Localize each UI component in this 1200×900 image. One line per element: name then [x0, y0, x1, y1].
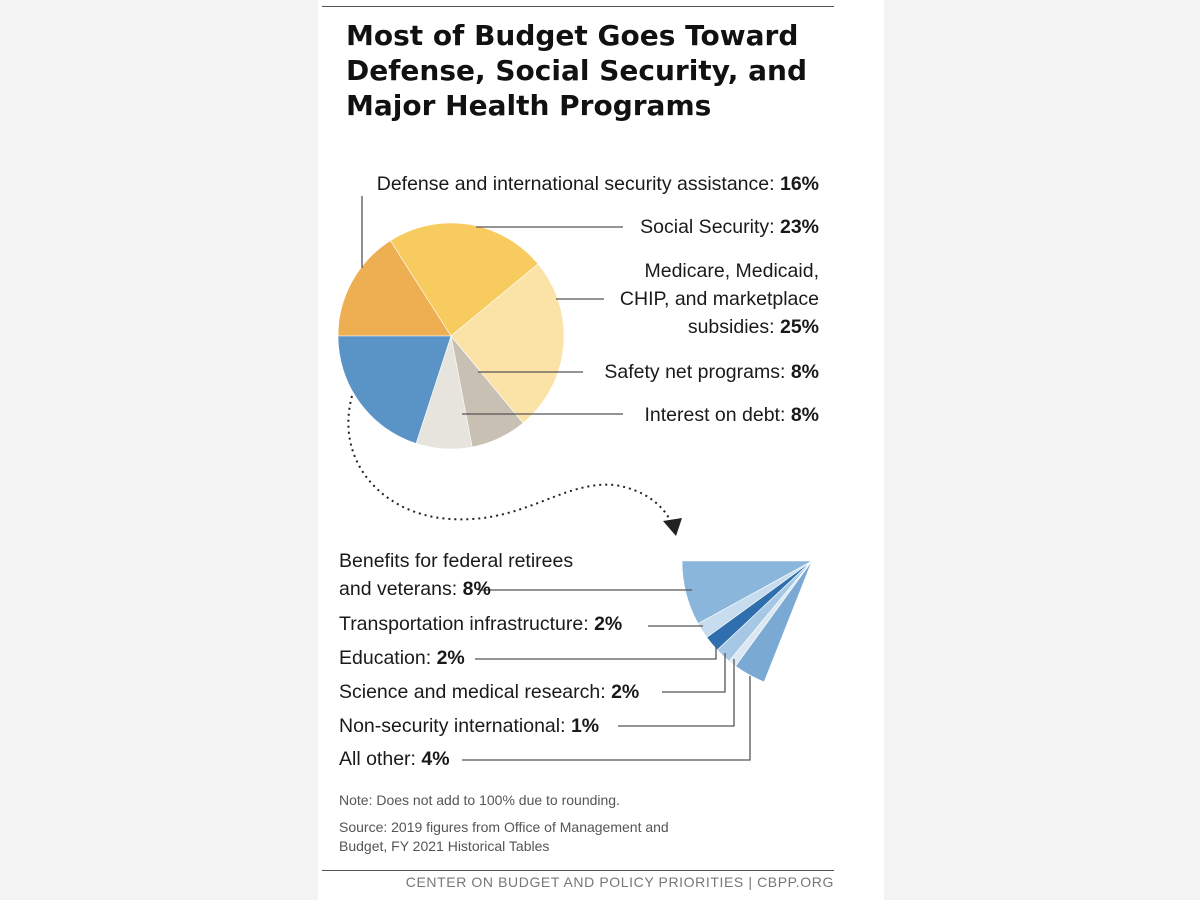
source-line-1: Source: 2019 figures from Office of Mana…	[339, 819, 669, 835]
top-rule	[322, 6, 834, 7]
label-interest: Interest on debt: 8%	[644, 404, 819, 426]
label-retirees: Benefits for federal retirees and vetera…	[339, 550, 574, 600]
label-science: Science and medical research: 2%	[339, 681, 640, 703]
note-text: Note: Does not add to 100% due to roundi…	[339, 792, 620, 808]
pie-slice-medicare-medicaid	[450, 263, 565, 424]
label-non-security: Non-security international: 1%	[339, 715, 600, 737]
source-line-2: Budget, FY 2021 Historical Tables	[339, 838, 550, 854]
label-education: Education: 2%	[339, 647, 465, 669]
label-social-security: Social Security: 23%	[640, 216, 819, 238]
label-defense: Defense and international security assis…	[376, 173, 819, 195]
label-transportation: Transportation infrastructure: 2%	[339, 613, 623, 635]
leader-science	[662, 653, 726, 693]
leader-non-security	[618, 659, 735, 727]
label-health: Medicare, Medicaid, CHIP, and marketplac…	[619, 260, 819, 338]
dotted-arrow-path	[347, 395, 671, 521]
label-safety-net: Safety net programs: 8%	[604, 361, 819, 383]
detail-slice-all-other	[735, 560, 813, 683]
arrowhead	[663, 518, 682, 536]
infographic-card	[318, 0, 884, 900]
pie-slice-remainder	[337, 335, 452, 444]
leader-education	[475, 646, 717, 660]
chart-title: Most of Budget Goes Toward Defense, Soci…	[346, 19, 808, 122]
footer-credit: CENTER ON BUDGET AND POLICY PRIORITIES |…	[405, 874, 834, 890]
pie-slice-defense-and-international-security-assistance	[337, 240, 452, 337]
leader-lines	[361, 196, 751, 761]
main-pie	[337, 222, 565, 450]
pie-slice-social-security	[390, 222, 539, 337]
label-all-other: All other: 4%	[339, 748, 450, 770]
detail-pie	[681, 560, 813, 683]
footer-rule	[322, 870, 834, 871]
leader-all-other	[462, 676, 751, 761]
